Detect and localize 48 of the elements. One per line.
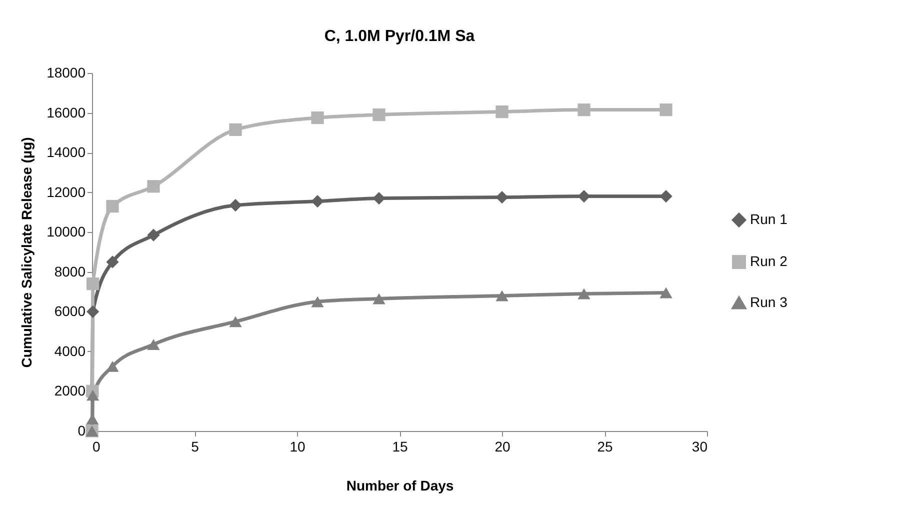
point [106, 200, 119, 213]
y-axis-title: Cumulative Salicylate Release (µg) [18, 137, 35, 368]
point [372, 108, 386, 122]
x-tick-label: 15 [392, 438, 408, 454]
y-tick-label: 6000 [54, 303, 86, 320]
x-axis-title: Number of Days [346, 478, 454, 494]
point [660, 190, 672, 203]
point [147, 339, 160, 350]
y-tick-label: 0 [78, 422, 86, 438]
point [372, 192, 386, 205]
point [311, 111, 324, 124]
y-tick-label: 14000 [46, 144, 86, 160]
point [86, 277, 100, 290]
point [311, 296, 324, 308]
x-tick-label: 30 [692, 438, 708, 454]
x-tick-label: 10 [290, 438, 306, 454]
y-tick-label: 18000 [46, 64, 86, 80]
point [660, 287, 672, 298]
point [660, 103, 672, 116]
y-tick-label: 2000 [54, 382, 86, 399]
y-tick-label: 12000 [46, 184, 86, 200]
x-tick-label: 25 [597, 438, 613, 454]
x-tick-label: 20 [494, 438, 510, 454]
point [229, 198, 242, 212]
point [147, 228, 160, 242]
point [496, 190, 508, 204]
legend-label: Run 3 [750, 294, 788, 310]
point [311, 194, 324, 208]
point [147, 180, 160, 193]
point [578, 288, 590, 300]
x-tick-label: 5 [191, 438, 200, 454]
point [578, 190, 590, 203]
x-tick-label: 0 [92, 438, 100, 454]
point [106, 256, 119, 268]
y-tick-label: 10000 [46, 224, 86, 240]
point [496, 290, 508, 302]
point [496, 105, 508, 118]
point [578, 103, 590, 116]
legend-label: Run 1 [750, 211, 788, 227]
legend-label: Run 2 [750, 253, 788, 269]
point [372, 293, 386, 304]
y-tick-label: 16000 [46, 104, 86, 120]
y-tick-label: 8000 [54, 263, 86, 280]
point [229, 316, 242, 328]
point [229, 123, 242, 136]
chart-title: C, 1.0M Pyr/0.1M Sa [324, 28, 475, 45]
point [86, 305, 100, 318]
y-tick-label: 4000 [54, 342, 86, 359]
